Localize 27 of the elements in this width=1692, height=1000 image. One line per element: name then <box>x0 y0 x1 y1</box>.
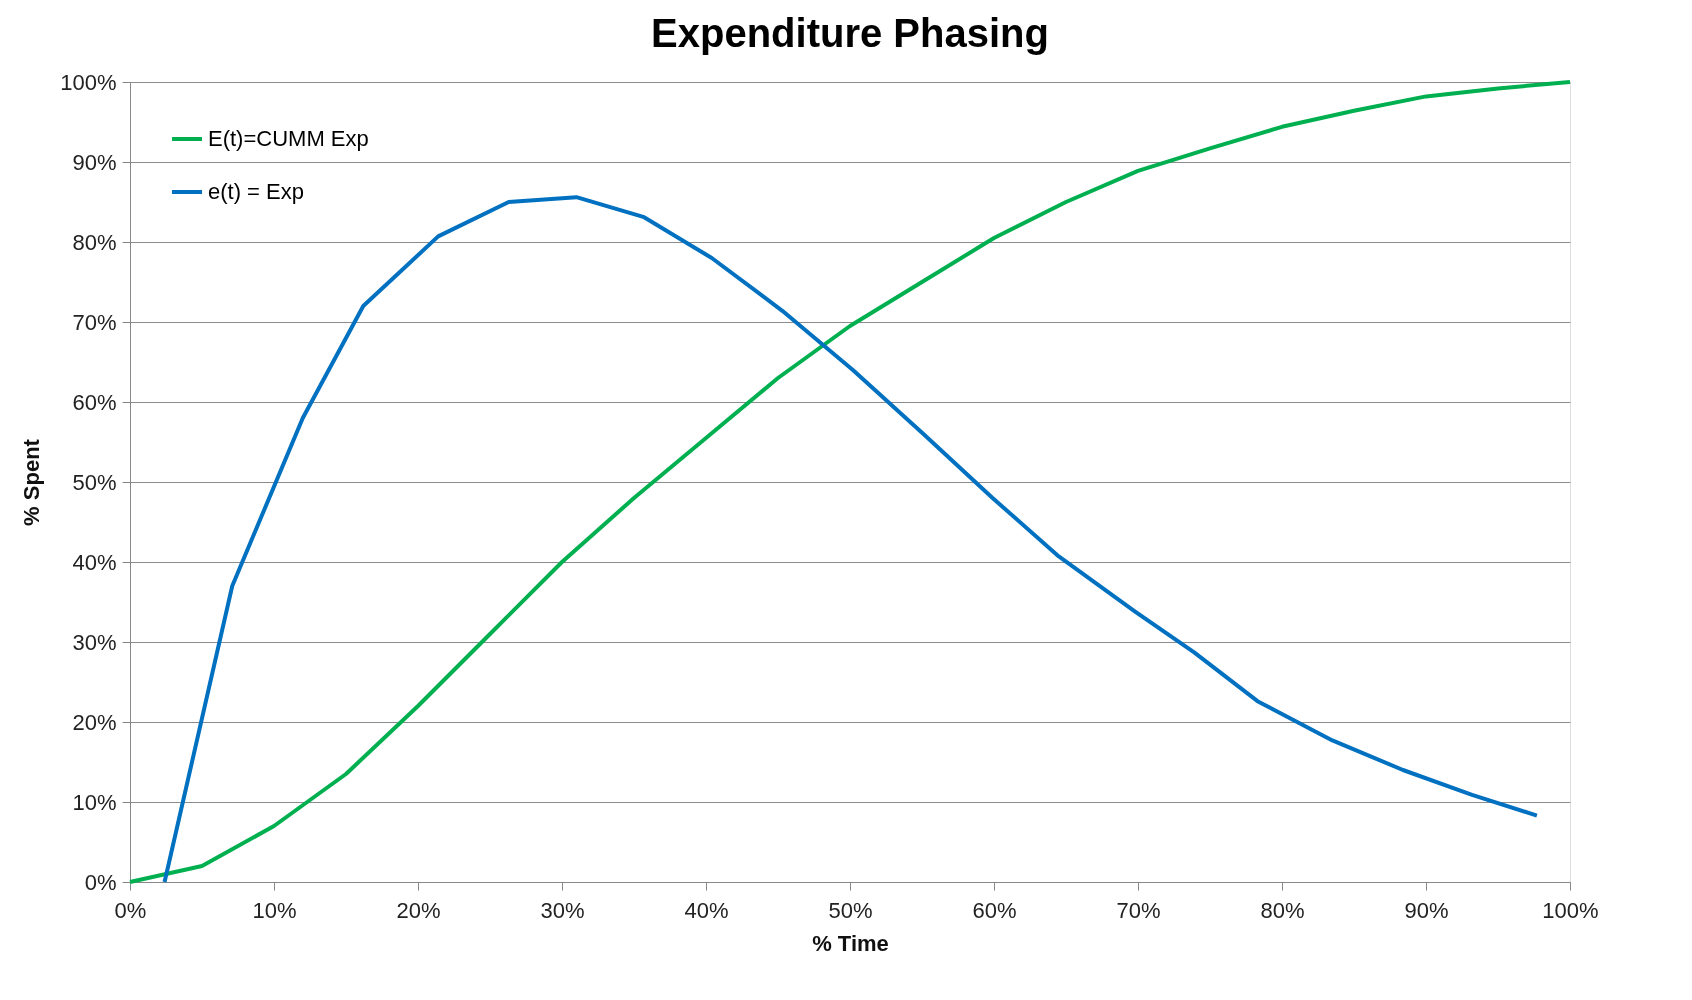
y-tick-label: 90% <box>72 149 117 175</box>
x-tick-label: 80% <box>1260 897 1305 923</box>
x-tick-label: 50% <box>828 897 873 923</box>
x-tick-label: 40% <box>684 897 729 923</box>
x-tick-label: 30% <box>540 897 585 923</box>
x-tick-label: 20% <box>396 897 441 923</box>
y-axis-title: % Spent <box>19 438 45 526</box>
y-tick-label: 50% <box>72 469 117 495</box>
y-tick-label: 0% <box>84 869 117 895</box>
y-tick-label: 10% <box>72 789 117 815</box>
y-tick-label: 30% <box>72 629 117 655</box>
x-tick-label: 10% <box>252 897 297 923</box>
x-tick-label: 100% <box>1542 897 1599 923</box>
x-axis-title: % Time <box>812 930 889 956</box>
x-tick-label: 70% <box>1116 897 1161 923</box>
y-tick-label: 100% <box>60 69 117 95</box>
chart-title: Expenditure Phasing <box>651 11 1049 55</box>
legend-label: E(t)=CUMM Exp <box>208 126 369 151</box>
x-tick-label: 60% <box>972 897 1017 923</box>
y-tick-label: 20% <box>72 709 117 735</box>
x-tick-label: 0% <box>114 897 147 923</box>
legend-label: e(t) = Exp <box>208 179 304 204</box>
x-tick-label: 90% <box>1404 897 1449 923</box>
y-tick-label: 70% <box>72 309 117 335</box>
y-tick-label: 80% <box>72 229 117 255</box>
y-tick-label: 40% <box>72 549 117 575</box>
y-tick-label: 60% <box>72 389 117 415</box>
